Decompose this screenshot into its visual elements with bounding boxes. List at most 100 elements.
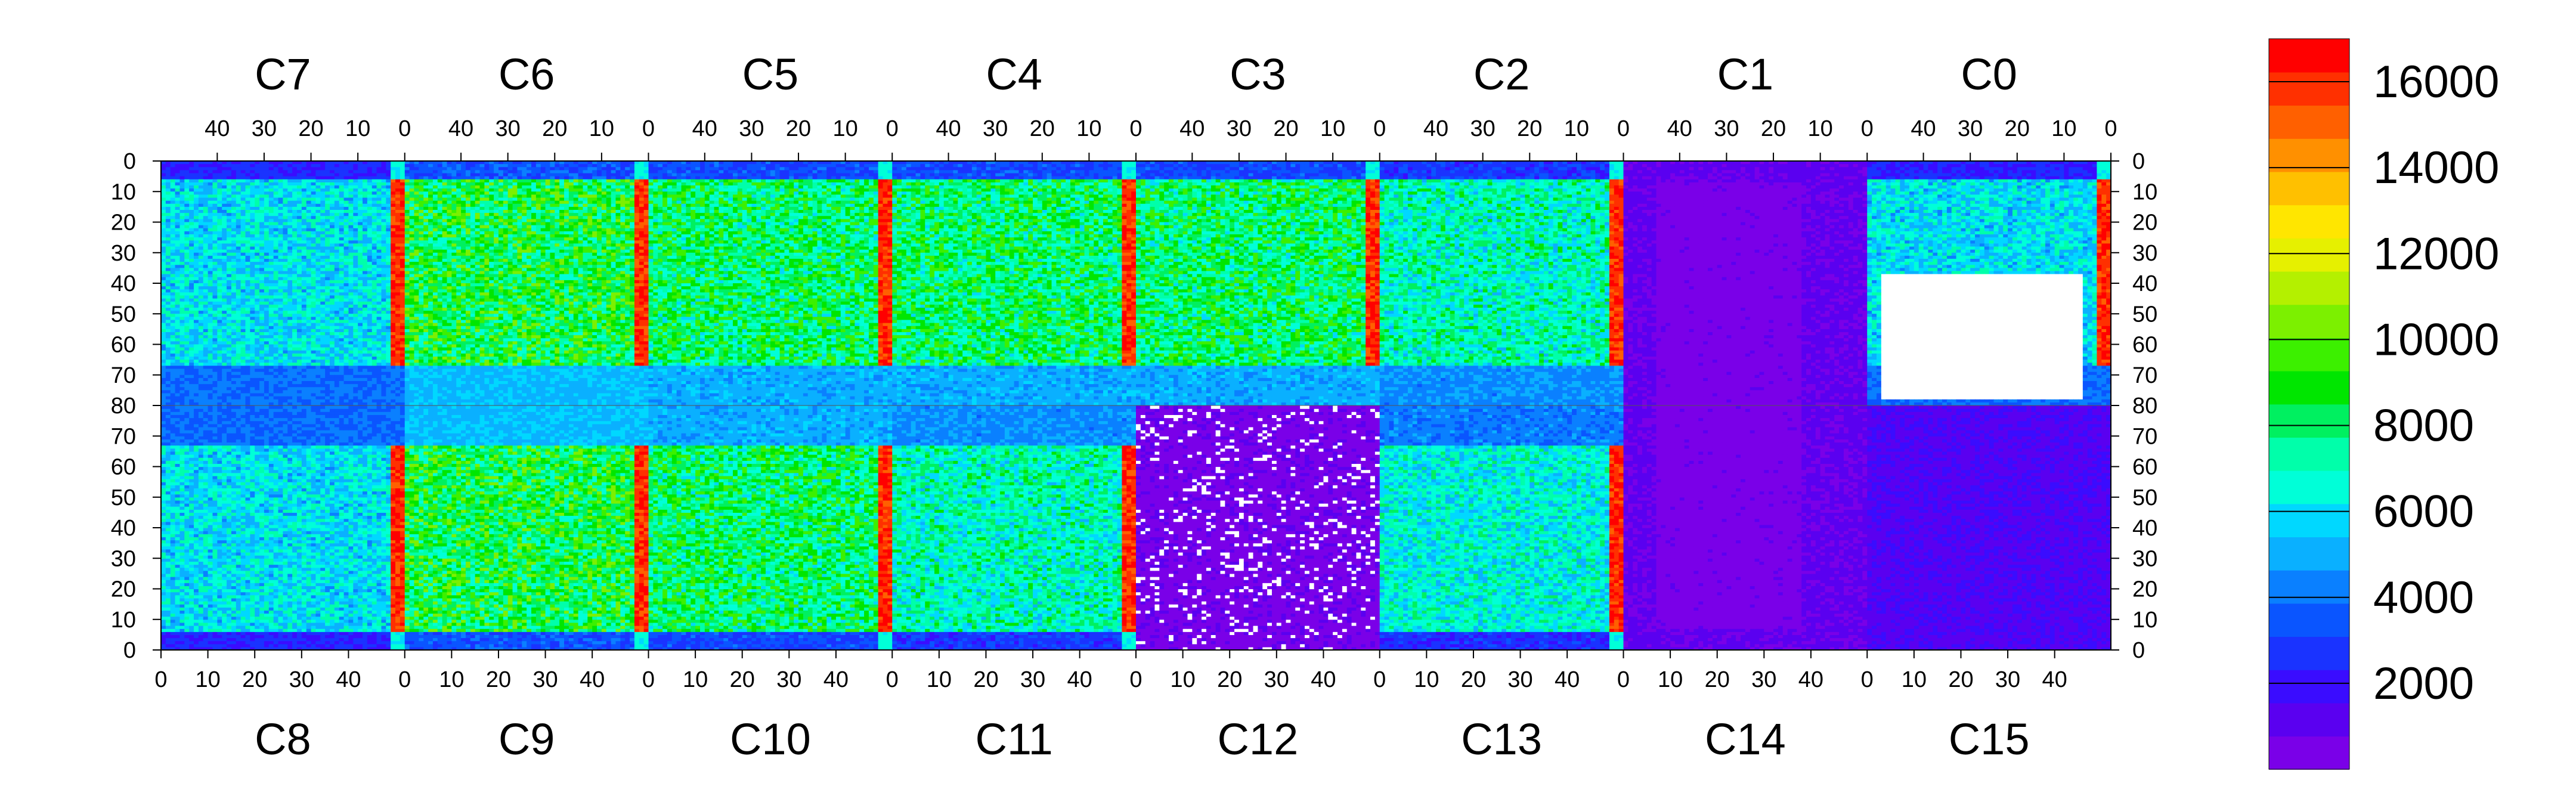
- heatmap-cell: [166, 216, 171, 219]
- heatmap-cell: [171, 207, 175, 210]
- heatmap-cell: [395, 207, 400, 210]
- heatmap-cell: [264, 210, 269, 213]
- heatmap-cell: [166, 207, 171, 210]
- heatmap-cell: [283, 167, 287, 171]
- heatmap-cell: [179, 222, 184, 226]
- heatmap-cell: [199, 188, 203, 192]
- heatmap-cell: [179, 219, 184, 222]
- heatmap-cell: [194, 225, 199, 229]
- heatmap-cell: [231, 240, 236, 244]
- heatmap-cell: [391, 222, 395, 226]
- heatmap-cell: [175, 219, 180, 222]
- heatmap-cell: [344, 201, 349, 205]
- heatmap-cell: [297, 177, 302, 180]
- heatmap-cell: [236, 210, 241, 213]
- heatmap-cell: [278, 164, 283, 168]
- heatmap-cell: [302, 191, 306, 195]
- heatmap-cell: [241, 228, 246, 232]
- heatmap-cell: [264, 237, 269, 241]
- heatmap-cell: [381, 219, 386, 222]
- heatmap-cell: [222, 207, 227, 210]
- heatmap-cell: [212, 207, 217, 210]
- heatmap-cell: [297, 170, 302, 174]
- heatmap-cell: [250, 237, 255, 241]
- heatmap-cell: [166, 185, 171, 189]
- heatmap-cell: [353, 228, 358, 232]
- heatmap-cell: [203, 210, 208, 213]
- heatmap-cell: [287, 219, 292, 222]
- heatmap-cell: [264, 185, 269, 189]
- heatmap-cell: [255, 234, 259, 238]
- heatmap-cell: [325, 234, 330, 238]
- heatmap-cell: [353, 231, 358, 235]
- heatmap-cell: [292, 237, 297, 241]
- heatmap-cell: [217, 167, 222, 171]
- heatmap-cell: [245, 182, 250, 186]
- heatmap-cell: [395, 213, 400, 216]
- heatmap-cell: [325, 179, 330, 183]
- heatmap-cell: [302, 194, 306, 198]
- heatmap-cell: [161, 207, 166, 210]
- heatmap-cell: [236, 225, 241, 229]
- heatmap-cell: [199, 179, 203, 183]
- heatmap-cell: [386, 177, 391, 180]
- heatmap-cell: [367, 228, 372, 232]
- heatmap-cell: [161, 243, 166, 247]
- heatmap-cell: [320, 191, 325, 195]
- heatmap-cell: [320, 207, 325, 210]
- heatmap-cell: [348, 167, 353, 171]
- heatmap-cell: [297, 182, 302, 186]
- heatmap-cell: [377, 234, 382, 238]
- heatmap-cell: [353, 182, 358, 186]
- heatmap-cell: [217, 213, 222, 216]
- heatmap-cell: [363, 191, 367, 195]
- heatmap-cell: [184, 191, 189, 195]
- heatmap-cell: [400, 167, 405, 171]
- heatmap-cell: [339, 228, 344, 232]
- heatmap-cell: [377, 231, 382, 235]
- heatmap-cell: [208, 182, 213, 186]
- heatmap-cell: [231, 210, 236, 213]
- heatmap-cell: [264, 228, 269, 232]
- heatmap-cell: [395, 204, 400, 208]
- heatmap-cell: [217, 207, 222, 210]
- heatmap-cell: [171, 182, 175, 186]
- heatmap-cell: [381, 210, 386, 213]
- heatmap-cell: [330, 164, 335, 168]
- heatmap-cell: [222, 222, 227, 226]
- heatmap-cell: [315, 179, 320, 183]
- heatmap-cell: [212, 194, 217, 198]
- heatmap-cell: [315, 174, 320, 177]
- heatmap-cell: [372, 234, 377, 238]
- heatmap-cell: [231, 234, 236, 238]
- heatmap-cell: [255, 174, 259, 177]
- heatmap-cell: [395, 240, 400, 244]
- heatmap-cell: [344, 219, 349, 222]
- heatmap-cell: [297, 185, 302, 189]
- heatmap-cell: [255, 210, 259, 213]
- heatmap-cell: [400, 207, 405, 210]
- heatmap-cell: [320, 185, 325, 189]
- heatmap-cell: [339, 216, 344, 219]
- heatmap-cell: [208, 240, 213, 244]
- heatmap-cell: [335, 210, 339, 213]
- heatmap-cell: [179, 179, 184, 183]
- heatmap-cell: [250, 164, 255, 168]
- heatmap-cell: [203, 240, 208, 244]
- heatmap-cell: [335, 167, 339, 171]
- heatmap-cell: [353, 198, 358, 202]
- heatmap-cell: [255, 237, 259, 241]
- heatmap-cell: [259, 237, 264, 241]
- heatmap-cell: [395, 188, 400, 192]
- heatmap-cell: [395, 170, 400, 174]
- heatmap-cell: [381, 198, 386, 202]
- heatmap-cell: [264, 219, 269, 222]
- heatmap-cell: [400, 222, 405, 226]
- heatmap-cell: [203, 170, 208, 174]
- heatmap-cell: [335, 164, 339, 168]
- heatmap-cell: [344, 216, 349, 219]
- heatmap-cell: [184, 177, 189, 180]
- heatmap-cell: [231, 204, 236, 208]
- heatmap-cell: [166, 225, 171, 229]
- heatmap-cell: [212, 237, 217, 241]
